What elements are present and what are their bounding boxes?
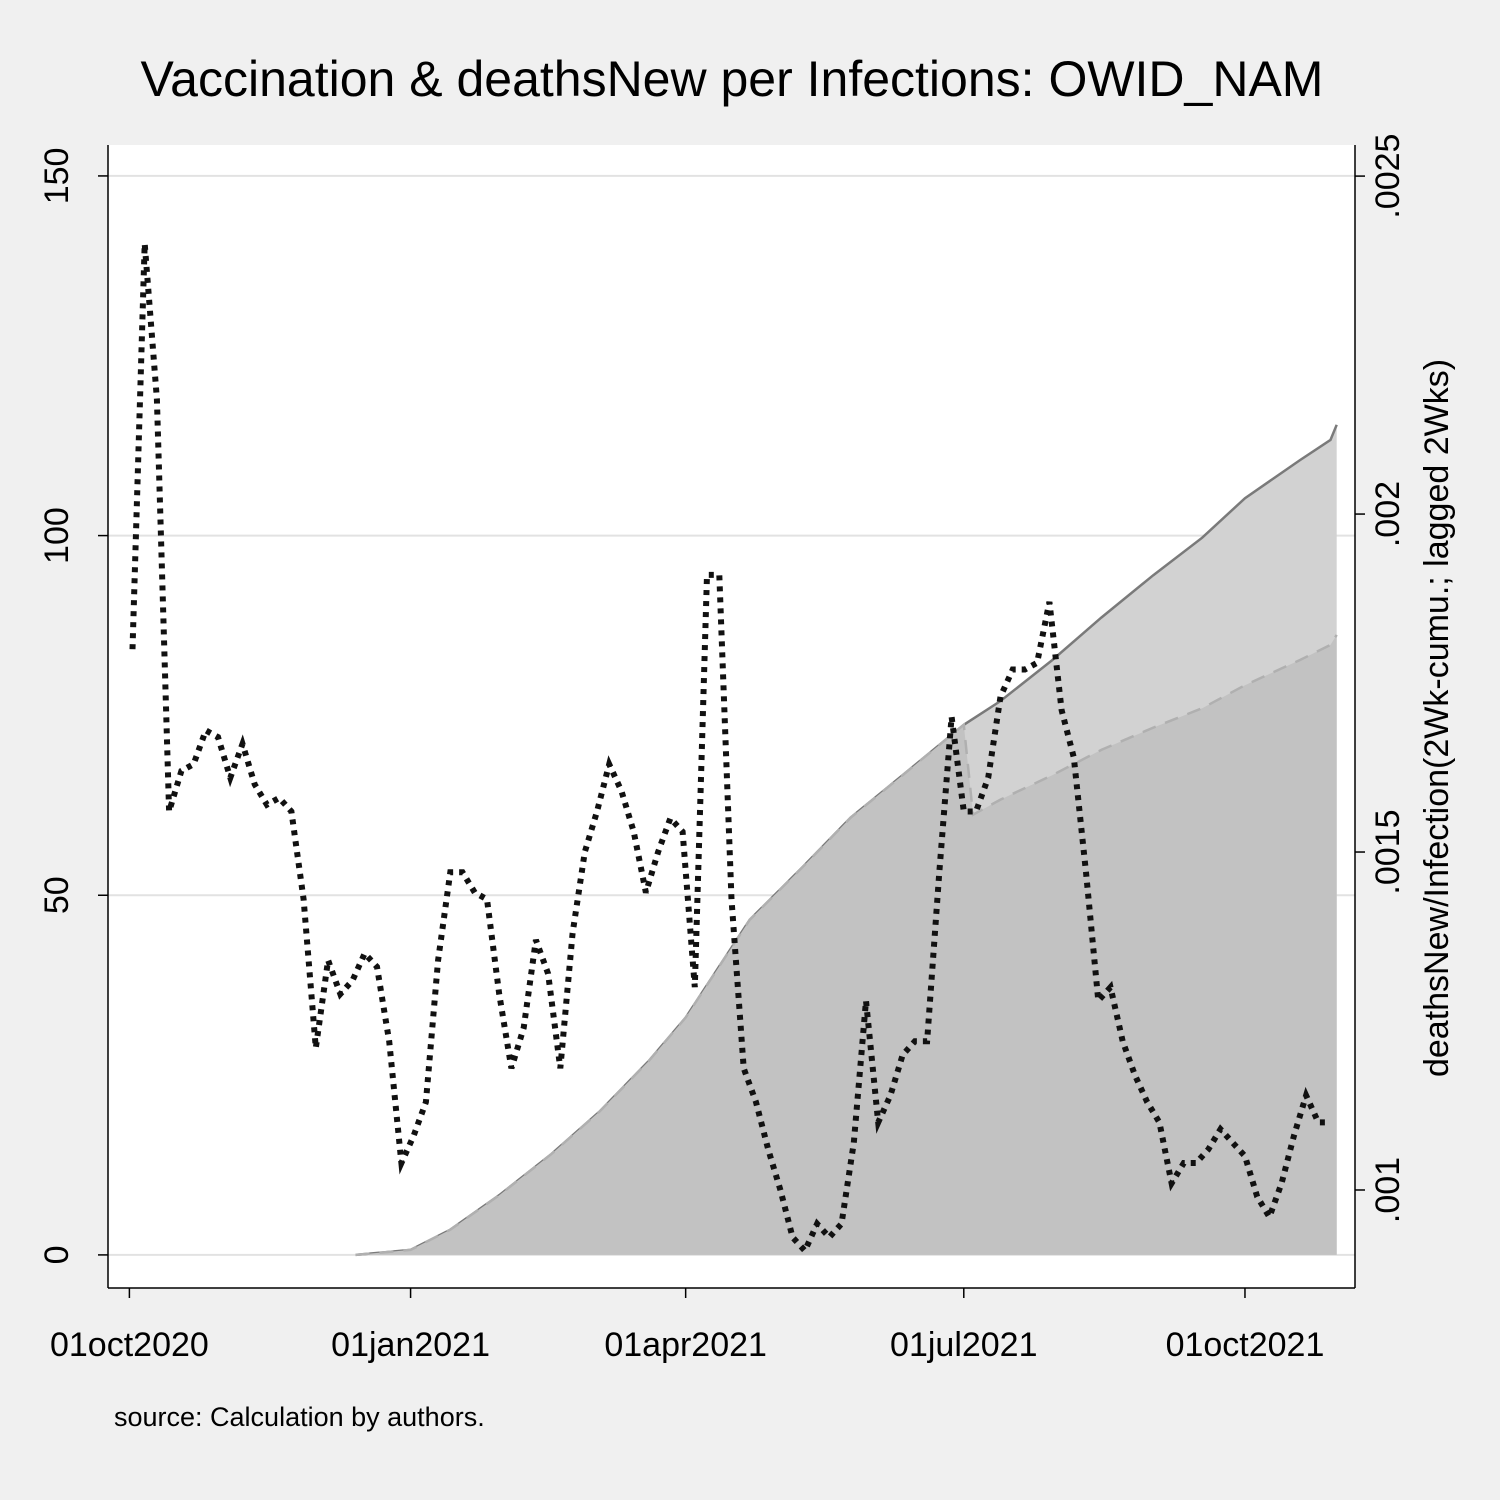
- chart-title: Vaccination & deathsNew per Infections: …: [141, 51, 1324, 107]
- x-tick-label: 01oct2020: [50, 1326, 209, 1364]
- y-tick-label: 50: [38, 876, 76, 914]
- y2-tick-label: .0015: [1369, 809, 1407, 894]
- source-note: source: Calculation by authors.: [114, 1402, 485, 1432]
- x-tick-label: 01jan2021: [331, 1326, 490, 1364]
- area: [355, 634, 1337, 1255]
- y-tick-label: 150: [38, 148, 76, 205]
- x-tick-label: 01jul2021: [890, 1326, 1037, 1364]
- line: [355, 634, 1338, 1257]
- y2-tick-label: .001: [1369, 1157, 1407, 1223]
- y-tick-label: 100: [38, 507, 76, 564]
- x-tick-label: 01oct2021: [1166, 1326, 1325, 1364]
- y2-tick-label: .0025: [1369, 134, 1407, 219]
- y-tick-label: 0: [38, 1245, 76, 1264]
- y2-axis-title: deathsNew/Infection(2Wk-cumu.; lagged 2W…: [1418, 359, 1456, 1077]
- line: [129, 243, 1331, 1257]
- y2-tick-label: .002: [1369, 481, 1407, 547]
- x-tick-label: 01apr2021: [604, 1326, 767, 1364]
